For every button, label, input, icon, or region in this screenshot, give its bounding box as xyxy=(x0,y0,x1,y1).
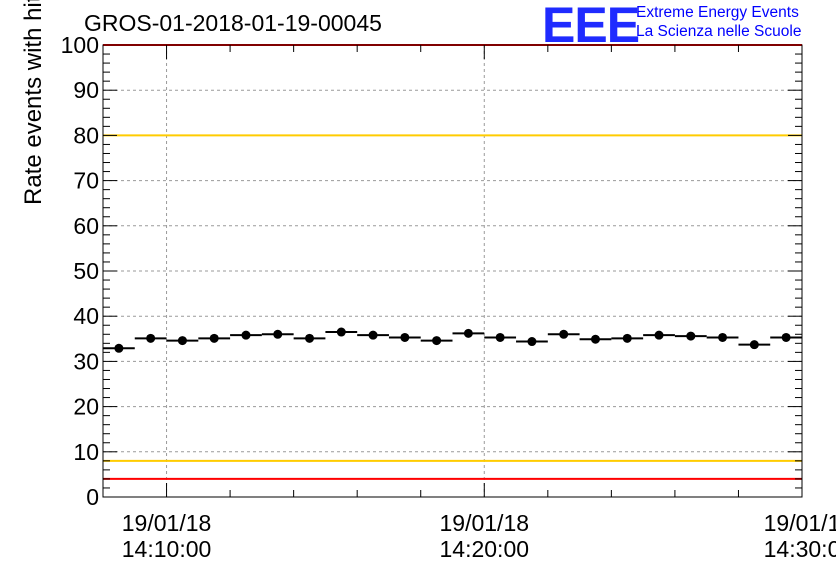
y-tick-label: 100 xyxy=(61,32,99,58)
data-point xyxy=(463,328,473,338)
data-point xyxy=(432,336,442,346)
logo-line-1: Extreme Energy Events xyxy=(636,4,799,21)
data-point xyxy=(654,330,664,340)
data-point xyxy=(209,333,219,343)
data-point xyxy=(718,332,728,342)
y-tick-label: 70 xyxy=(73,168,99,194)
y-tick-label: 60 xyxy=(73,213,99,239)
y-tick-label: 50 xyxy=(73,258,99,284)
y-tick-labels: 0 10 20 30 40 50 60 70 80 90 100 xyxy=(61,32,99,510)
eee-logo: EEE xyxy=(542,0,640,53)
x-tick-label-date: 19/01/18 xyxy=(122,510,212,536)
data-point xyxy=(686,331,696,341)
x-tick-labels: 19/01/1814:10:0019/01/1814:20:0019/01/11… xyxy=(122,510,836,562)
y-tick-label: 20 xyxy=(73,394,99,420)
logo-caption: Extreme Energy Events La Scienza nelle S… xyxy=(636,3,801,41)
data-point xyxy=(114,343,124,353)
data-point xyxy=(749,340,759,350)
data-point xyxy=(590,334,600,344)
data-point xyxy=(241,330,251,340)
data-point xyxy=(527,337,537,347)
y-tick-label: 40 xyxy=(73,303,99,329)
y-tick-label: 80 xyxy=(73,122,99,148)
x-tick-label-time: 14:10:00 xyxy=(122,536,212,562)
y-axis-label: Rate events with hits [Hz] xyxy=(20,0,47,205)
y-tick-label: 0 xyxy=(86,484,99,510)
x-tick-label-date: 19/01/1 xyxy=(764,510,836,536)
x-tick-label-time: 14:20:00 xyxy=(440,536,530,562)
data-point xyxy=(495,332,505,342)
data-point xyxy=(177,336,187,346)
y-tick-label: 90 xyxy=(73,77,99,103)
x-tick-label-date: 19/01/18 xyxy=(440,510,530,536)
data-point xyxy=(559,329,569,339)
data-point xyxy=(305,333,315,343)
data-series xyxy=(103,327,802,353)
data-point xyxy=(273,329,283,339)
grid xyxy=(103,45,802,497)
data-point xyxy=(368,330,378,340)
y-tick-label: 30 xyxy=(73,348,99,374)
data-point xyxy=(622,333,632,343)
reference-lines xyxy=(103,44,802,480)
axis-ticks xyxy=(102,44,803,498)
y-tick-label: 10 xyxy=(73,439,99,465)
data-point xyxy=(336,327,346,337)
x-tick-label-time: 14:30:0 xyxy=(764,536,836,562)
logo-line-2: La Scienza nelle Scuole xyxy=(636,23,802,40)
chart-title: GROS-01-2018-01-19-00045 xyxy=(84,10,382,36)
data-point xyxy=(146,333,156,343)
data-point xyxy=(400,332,410,342)
data-point xyxy=(781,332,791,342)
